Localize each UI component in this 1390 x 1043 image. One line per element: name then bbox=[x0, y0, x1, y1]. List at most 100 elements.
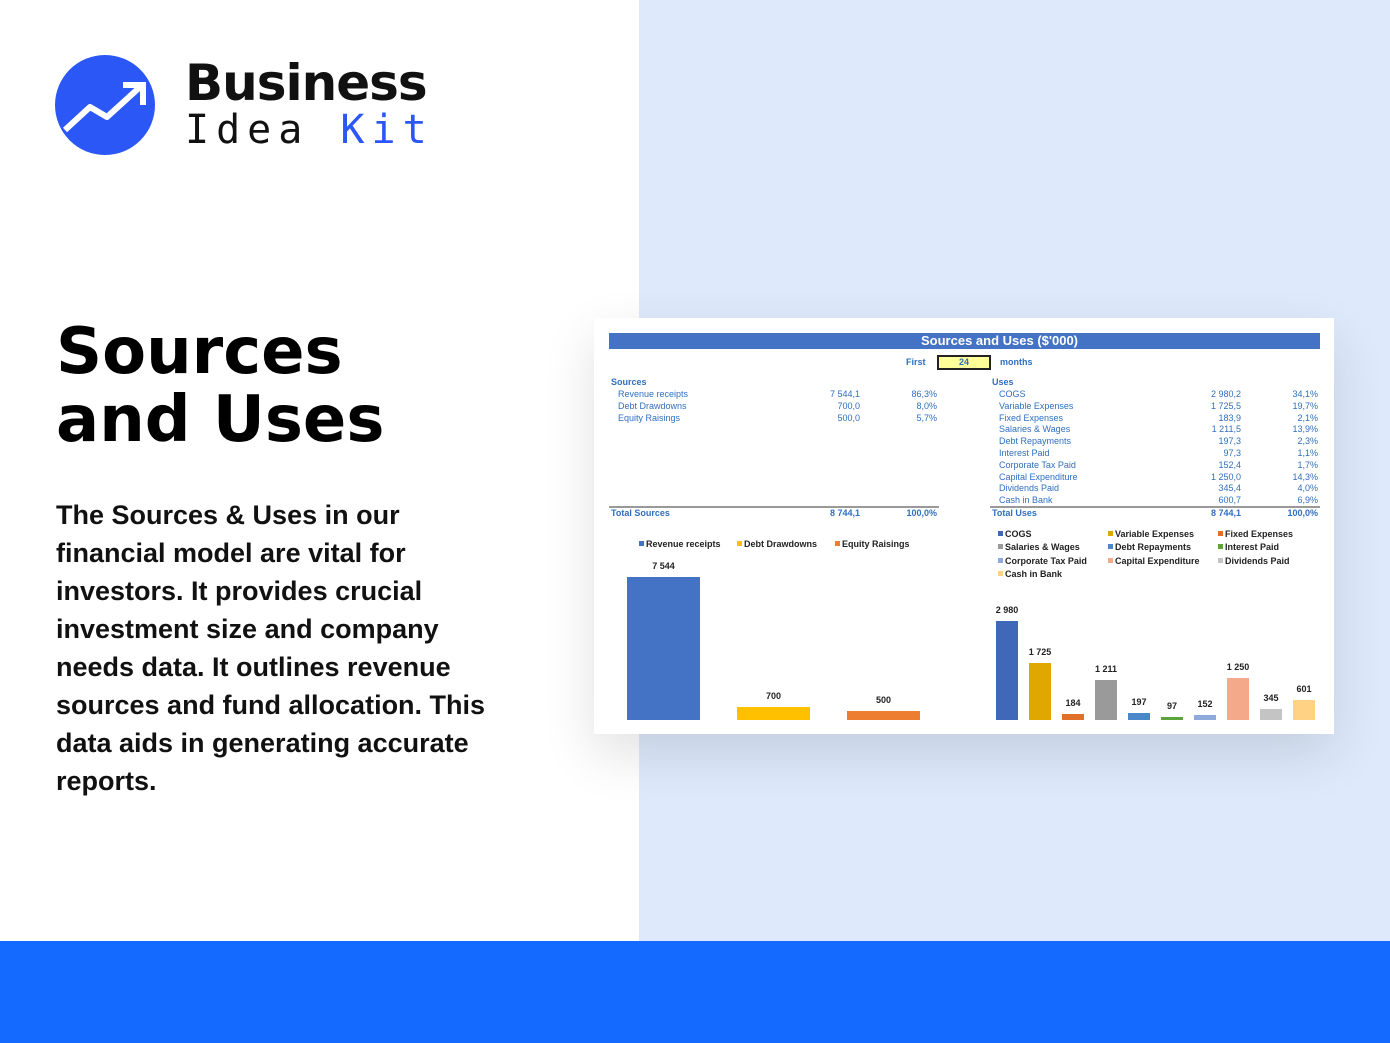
brand-idea: Idea bbox=[185, 107, 310, 153]
use-row-pct: 6,9% bbox=[1297, 495, 1318, 506]
brand-kit: Kit bbox=[340, 107, 434, 153]
legend-label: Cash in Bank bbox=[1005, 568, 1063, 579]
legend-swatch bbox=[835, 541, 840, 546]
use-row-label: Debt Repayments bbox=[999, 436, 1072, 447]
total-uses-label: Total Uses bbox=[992, 508, 1037, 518]
use-row-label: COGS bbox=[999, 389, 1026, 399]
legend-swatch bbox=[1108, 544, 1113, 550]
total-uses-value: 8 744,1 bbox=[1210, 508, 1241, 518]
source-row-value: 500,0 bbox=[837, 412, 860, 423]
divider bbox=[990, 506, 1320, 508]
use-row-value: 97,3 bbox=[1223, 448, 1241, 458]
legend-label: Interest Paid bbox=[1225, 542, 1280, 553]
legend-swatch bbox=[1218, 544, 1223, 550]
bar-revenue-receipts bbox=[627, 577, 700, 720]
bar-cogs bbox=[996, 621, 1018, 720]
data-label: 97 bbox=[1166, 700, 1177, 711]
legend-item: COGS bbox=[998, 529, 1032, 540]
legend-label: Equity Raisings bbox=[842, 539, 910, 549]
use-row-value: 345,4 bbox=[1218, 483, 1241, 494]
data-label: 700 bbox=[765, 690, 782, 701]
legend-label: Corporate Tax Paid bbox=[1005, 555, 1087, 566]
legend-label: Variable Expenses bbox=[1115, 529, 1195, 539]
use-row-label: Dividends Paid bbox=[999, 483, 1060, 494]
legend-item: Revenue receipts bbox=[639, 539, 721, 550]
data-label: 1 211 bbox=[1094, 663, 1118, 674]
data-label: 152 bbox=[1197, 698, 1213, 709]
use-row-value: 197,3 bbox=[1218, 436, 1241, 447]
bottom-band bbox=[0, 941, 1390, 1043]
source-row-label: Debt Drawdowns bbox=[618, 400, 687, 411]
bar-corporate-tax-paid bbox=[1194, 714, 1216, 720]
bar-salaries-wages bbox=[1095, 679, 1117, 720]
bar-capital-expenditure bbox=[1227, 678, 1249, 720]
bar-debt-repayments bbox=[1128, 713, 1150, 720]
legend-swatch bbox=[1108, 531, 1113, 536]
source-row-pct: 86,3% bbox=[911, 389, 937, 399]
months-input[interactable]: 24 bbox=[937, 355, 991, 370]
legend-item: Fixed Expenses bbox=[1218, 529, 1293, 540]
legend-swatch bbox=[737, 541, 742, 546]
use-row-value: 600,7 bbox=[1218, 495, 1241, 506]
legend-swatch bbox=[998, 557, 1003, 563]
legend-label: Salaries & Wages bbox=[1005, 542, 1080, 553]
brand-name: Business bbox=[185, 54, 428, 112]
data-label: 197 bbox=[1131, 697, 1147, 708]
page-title: Sources and Uses bbox=[56, 318, 384, 454]
use-row-pct: 2,3% bbox=[1297, 436, 1318, 447]
legend-item: Debt Drawdowns bbox=[737, 539, 817, 550]
use-row-pct: 1,1% bbox=[1297, 448, 1318, 458]
brand-subtitle: Idea Kit bbox=[185, 110, 434, 150]
legend-swatch bbox=[998, 544, 1003, 550]
description: The Sources & Uses in our financial mode… bbox=[56, 500, 486, 796]
bar-equity-raisings bbox=[847, 710, 920, 720]
legend-item: Variable Expenses bbox=[1108, 529, 1194, 540]
data-label: 345 bbox=[1263, 692, 1279, 703]
title-line-2: and Uses bbox=[56, 383, 385, 457]
use-row-label: Corporate Tax Paid bbox=[999, 459, 1076, 470]
title-line-1: Sources bbox=[56, 315, 343, 389]
legend-item: Equity Raisings bbox=[835, 539, 910, 550]
legend-label: COGS bbox=[1005, 529, 1032, 539]
use-row-pct: 2,1% bbox=[1297, 412, 1318, 423]
legend-item: Debt Repayments bbox=[1108, 542, 1191, 553]
data-label: 1 725 bbox=[1028, 646, 1052, 657]
first-label: First bbox=[906, 357, 926, 367]
source-row-label: Equity Raisings bbox=[618, 412, 681, 423]
sheet-title: Sources and Uses ($'000) bbox=[609, 333, 1320, 349]
spreadsheet-preview: Sources and Uses ($'000) First 24 months… bbox=[594, 318, 1334, 734]
legend-item: Salaries & Wages bbox=[998, 542, 1080, 553]
use-row-pct: 34,1% bbox=[1292, 389, 1318, 399]
data-label: 7 544 bbox=[652, 561, 675, 571]
use-row-value: 1 211,5 bbox=[1211, 424, 1241, 435]
use-row-value: 2 980,2 bbox=[1210, 389, 1241, 399]
legend-label: Dividends Paid bbox=[1225, 555, 1290, 566]
source-row-value: 7 544,1 bbox=[829, 389, 860, 399]
legend-swatch bbox=[1108, 557, 1113, 563]
uses-heading: Uses bbox=[992, 377, 1014, 387]
use-row-label: Variable Expenses bbox=[999, 400, 1074, 411]
bar-fixed-expenses bbox=[1062, 713, 1084, 720]
use-row-pct: 19,7% bbox=[1292, 400, 1318, 411]
data-label: 601 bbox=[1296, 684, 1312, 695]
bar-cash-in-bank bbox=[1293, 700, 1315, 720]
source-row-value: 700,0 bbox=[837, 400, 860, 411]
use-row-label: Cash in Bank bbox=[999, 495, 1053, 506]
legend-swatch bbox=[1218, 531, 1223, 536]
legend-label: Debt Repayments bbox=[1115, 542, 1192, 553]
use-row-label: Interest Paid bbox=[999, 448, 1050, 458]
source-row-pct: 5,7% bbox=[916, 412, 937, 423]
total-uses-pct: 100,0% bbox=[1287, 508, 1318, 518]
logo-trend-icon bbox=[55, 55, 155, 155]
use-row-value: 1 250,0 bbox=[1210, 471, 1241, 482]
months-label: months bbox=[1000, 357, 1033, 367]
legend-label: Debt Drawdowns bbox=[744, 539, 818, 549]
source-row-pct: 8,0% bbox=[916, 400, 937, 411]
use-row-pct: 4,0% bbox=[1297, 483, 1318, 494]
bar-interest-paid bbox=[1161, 716, 1183, 720]
bar-debt-drawdowns bbox=[737, 706, 810, 720]
legend-swatch bbox=[998, 531, 1003, 536]
use-row-pct: 14,3% bbox=[1292, 471, 1318, 482]
bar-variable-expenses bbox=[1029, 662, 1051, 720]
legend-label: Capital Expenditure bbox=[1115, 555, 1200, 566]
